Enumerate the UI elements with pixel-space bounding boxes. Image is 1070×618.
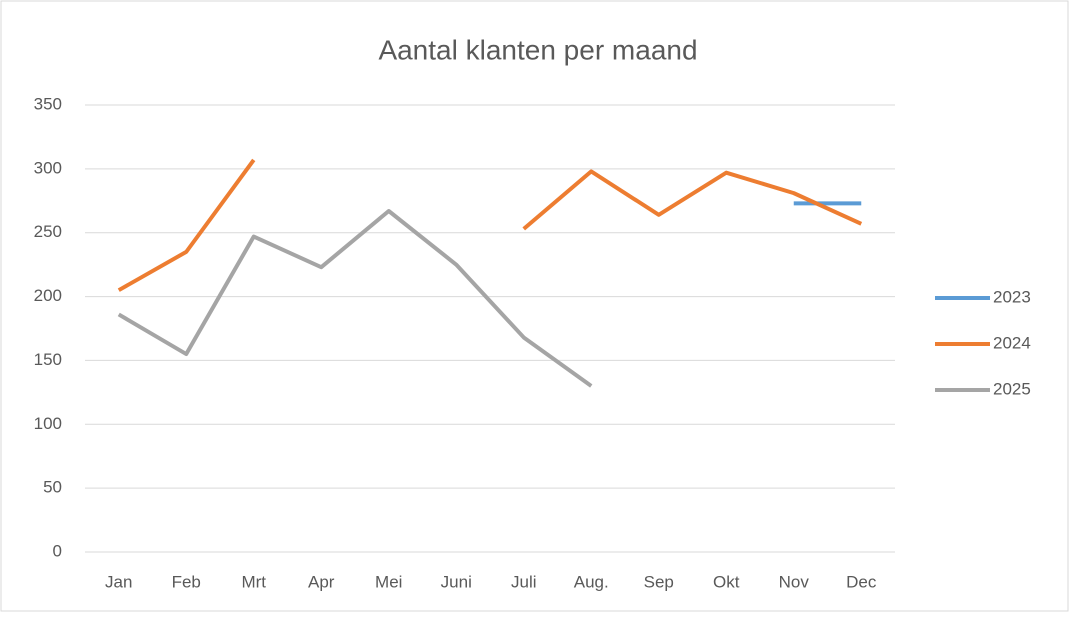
y-tick-label: 300 [34, 158, 62, 177]
y-tick-label: 100 [34, 414, 62, 433]
chart-title: Aantal klanten per maand [378, 34, 697, 65]
y-tick-label: 350 [34, 94, 62, 113]
x-tick-label: Aug. [574, 572, 609, 591]
y-tick-label: 50 [43, 478, 62, 497]
x-tick-label: Jan [105, 572, 132, 591]
x-tick-label: Okt [713, 572, 740, 591]
legend-label: 2024 [993, 333, 1031, 352]
x-tick-label: Feb [172, 572, 201, 591]
y-tick-label: 150 [34, 350, 62, 369]
x-tick-label: Mrt [241, 572, 266, 591]
x-tick-label: Dec [846, 572, 877, 591]
x-tick-label: Nov [779, 572, 810, 591]
legend-label: 2025 [993, 379, 1031, 398]
series-line [117, 158, 863, 292]
x-tick-label: Juni [441, 572, 472, 591]
legend-label: 2023 [993, 287, 1031, 306]
x-tick-label: Mei [375, 572, 402, 591]
x-tick-label: Apr [308, 572, 335, 591]
y-tick-label: 250 [34, 222, 62, 241]
series-line [117, 209, 593, 388]
x-tick-label: Juli [511, 572, 537, 591]
x-tick-label: Sep [644, 572, 674, 591]
y-tick-label: 200 [34, 286, 62, 305]
y-tick-label: 0 [53, 541, 62, 560]
